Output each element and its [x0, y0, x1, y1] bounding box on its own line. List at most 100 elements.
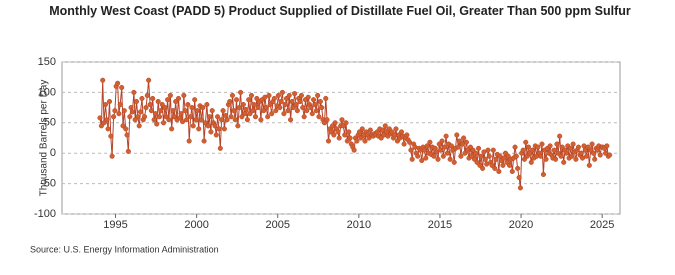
- data-point: [147, 102, 153, 108]
- data-point: [331, 132, 337, 138]
- data-point: [336, 135, 342, 141]
- data-point: [185, 102, 191, 108]
- data-point: [189, 105, 195, 111]
- data-point: [444, 150, 450, 156]
- data-point: [190, 123, 196, 129]
- data-point: [205, 123, 211, 129]
- data-point: [204, 102, 210, 108]
- data-point: [448, 143, 455, 149]
- data-point: [454, 132, 460, 138]
- data-point: [313, 108, 319, 114]
- data-point: [553, 156, 559, 162]
- data-point: [248, 92, 255, 98]
- data-point: [292, 91, 298, 97]
- data-point: [573, 156, 579, 162]
- data-point: [408, 147, 414, 153]
- data-point: [160, 120, 167, 126]
- data-point: [108, 133, 114, 139]
- data-point: [342, 132, 348, 138]
- data-point: [123, 126, 129, 132]
- data-point: [297, 98, 303, 105]
- data-point: [515, 165, 521, 171]
- data-point: [458, 153, 464, 159]
- data-point: [221, 126, 227, 132]
- data-point: [409, 156, 415, 162]
- data-point: [155, 98, 161, 105]
- data-point: [312, 102, 318, 108]
- data-point: [513, 153, 519, 159]
- data-point: [162, 105, 168, 111]
- data-point: [215, 114, 221, 120]
- data-point: [535, 144, 541, 150]
- data-point: [151, 117, 157, 123]
- data-point: [578, 150, 584, 156]
- data-point: [323, 95, 329, 102]
- data-point: [166, 117, 172, 123]
- y-tick-label: 100: [38, 86, 56, 98]
- data-point: [382, 123, 388, 129]
- data-point: [540, 171, 546, 178]
- data-point: [200, 105, 206, 111]
- data-point: [419, 157, 425, 164]
- data-point: [278, 98, 284, 105]
- data-point: [346, 129, 352, 135]
- data-point: [311, 97, 317, 103]
- data-point: [461, 135, 467, 141]
- x-tick-label: 2005: [265, 219, 289, 231]
- data-point: [530, 147, 536, 153]
- data-point: [301, 114, 307, 120]
- data-point: [148, 108, 154, 114]
- data-point: [131, 89, 137, 95]
- data-point: [115, 80, 121, 86]
- data-point: [154, 121, 160, 127]
- data-point: [304, 108, 310, 114]
- x-tick-label: 2010: [347, 219, 371, 231]
- data-point: [569, 153, 575, 159]
- data-point: [315, 92, 321, 98]
- data-point: [127, 114, 133, 120]
- data-point: [209, 108, 215, 114]
- data-point: [293, 102, 299, 108]
- data-point: [106, 98, 113, 105]
- data-point: [362, 138, 368, 144]
- data-point: [597, 152, 603, 158]
- y-tick-label: 50: [44, 117, 56, 129]
- data-point: [243, 106, 249, 112]
- data-point: [97, 115, 103, 121]
- data-point: [277, 105, 283, 111]
- data-point: [178, 111, 184, 117]
- y-axis-label: Thousand Barrels per Day: [39, 80, 50, 197]
- data-point: [286, 92, 292, 98]
- data-point: [506, 162, 513, 168]
- data-point: [528, 159, 534, 165]
- data-point: [219, 117, 225, 123]
- data-point: [589, 141, 595, 147]
- data-point: [525, 144, 532, 150]
- x-tick-label: 2000: [184, 219, 208, 231]
- data-point: [289, 98, 295, 105]
- data-point: [282, 102, 288, 108]
- data-point: [258, 117, 264, 123]
- data-point: [265, 114, 271, 120]
- data-point: [294, 108, 300, 114]
- data-point: [100, 77, 106, 83]
- data-point: [223, 112, 229, 119]
- data-point: [482, 156, 488, 162]
- data-point: [492, 165, 498, 171]
- data-point: [255, 105, 261, 111]
- data-point: [192, 97, 198, 103]
- data-point: [251, 102, 257, 108]
- data-point: [512, 144, 518, 150]
- data-point: [121, 108, 127, 114]
- data-point: [439, 138, 445, 144]
- data-point: [104, 117, 110, 123]
- data-point: [427, 139, 433, 145]
- data-point: [343, 120, 349, 126]
- data-point: [473, 150, 479, 156]
- data-point: [232, 117, 238, 123]
- data-point: [133, 98, 140, 105]
- data-point: [590, 150, 596, 156]
- data-point: [156, 114, 163, 120]
- data-point: [152, 111, 158, 117]
